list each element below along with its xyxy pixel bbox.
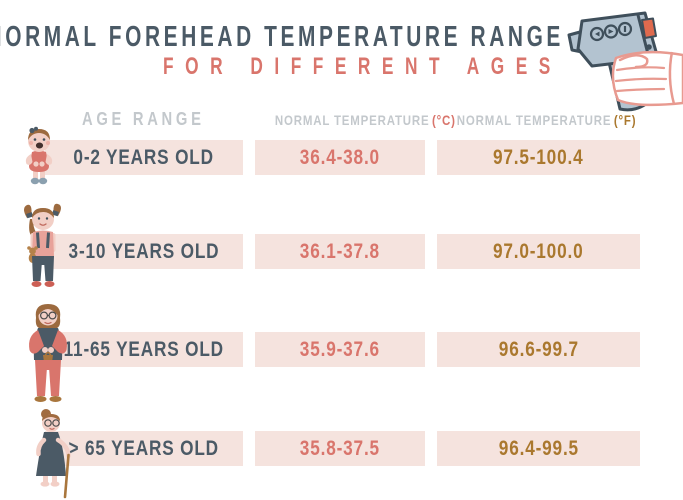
row-2-celsius-cell: 35.9-37.6 xyxy=(255,332,425,367)
row-2-fahrenheit-text: 96.6-99.7 xyxy=(498,337,579,361)
infrared-thermometer-icon xyxy=(567,11,683,112)
page-title: NORMAL FOREHEAD TEMPERATURE RANGE xyxy=(0,21,564,53)
row-3-fahrenheit-cell: 96.4-99.5 xyxy=(437,431,640,466)
celsius-unit-label: (°C) xyxy=(431,112,456,128)
row-0-age-cell: 0-2 YEARS OLD xyxy=(45,140,243,175)
row-2-age-text: 11-65 YEARS OLD xyxy=(63,337,225,361)
row-3-celsius-cell: 35.8-37.5 xyxy=(255,431,425,466)
column-header-celsius: NORMAL TEMPERATURE (°C) xyxy=(255,112,455,128)
row-2-celsius-text: 35.9-37.6 xyxy=(299,337,381,361)
row-3-age-text: > 65 YEARS OLD xyxy=(68,436,220,460)
row-1-age-cell: 3-10 YEARS OLD xyxy=(45,234,243,269)
row-1-fahrenheit-text: 97.0-100.0 xyxy=(493,239,584,263)
row-1-celsius-cell: 36.1-37.8 xyxy=(255,234,425,269)
young-girl-icon xyxy=(24,203,61,287)
row-2-age-cell: 11-65 YEARS OLD xyxy=(45,332,243,367)
elderly-woman-icon xyxy=(36,409,71,499)
column-header-age-range: AGE RANGE xyxy=(82,109,232,130)
fahrenheit-header-label: NORMAL TEMPERATURE xyxy=(456,112,612,128)
column-header-fahrenheit: NORMAL TEMPERATURE (°F) xyxy=(437,112,640,128)
fahrenheit-unit-label: (°F) xyxy=(613,112,637,128)
adult-woman-icon xyxy=(29,304,67,402)
row-1-age-text: 3-10 YEARS OLD xyxy=(68,239,220,263)
row-3-celsius-text: 35.8-37.5 xyxy=(299,436,381,460)
celsius-header-label: NORMAL TEMPERATURE xyxy=(274,112,430,128)
row-0-fahrenheit-text: 97.5-100.4 xyxy=(493,145,584,169)
row-0-celsius-cell: 36.4-38.0 xyxy=(255,140,425,175)
row-2-fahrenheit-cell: 96.6-99.7 xyxy=(437,332,640,367)
row-0-celsius-text: 36.4-38.0 xyxy=(299,145,381,169)
baby-icon xyxy=(25,126,53,185)
row-1-fahrenheit-cell: 97.0-100.0 xyxy=(437,234,640,269)
row-3-age-cell: > 65 YEARS OLD xyxy=(45,431,243,466)
row-0-fahrenheit-cell: 97.5-100.4 xyxy=(437,140,640,175)
age-range-header-label: AGE RANGE xyxy=(82,109,205,129)
page-subtitle: FOR DIFFERENT AGES xyxy=(163,53,562,80)
row-3-fahrenheit-text: 96.4-99.5 xyxy=(498,436,579,460)
row-0-age-text: 0-2 YEARS OLD xyxy=(73,145,215,169)
row-1-celsius-text: 36.1-37.8 xyxy=(299,239,381,263)
